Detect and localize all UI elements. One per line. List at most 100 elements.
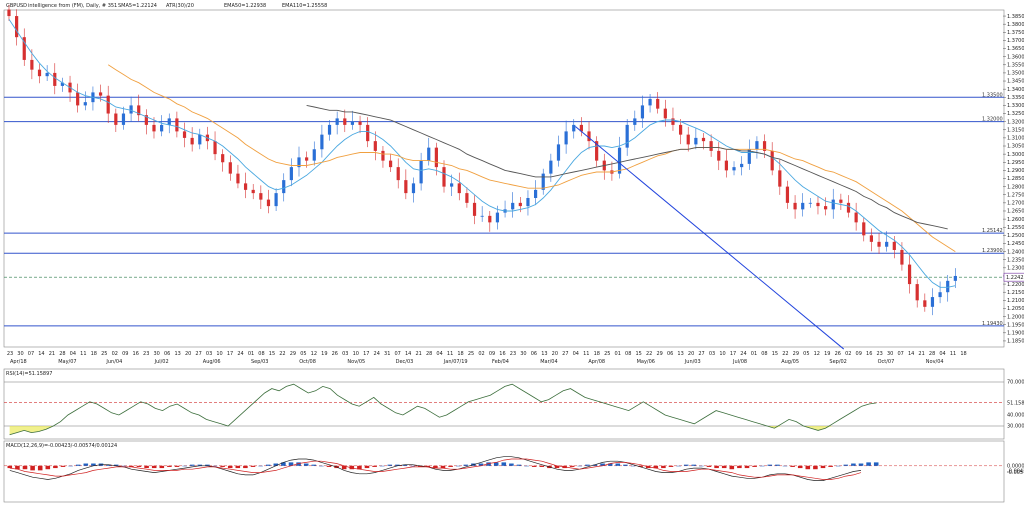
x-day-label: 03 xyxy=(342,351,348,357)
candle-body xyxy=(595,141,599,161)
candle-body xyxy=(518,202,522,207)
price-y-tick-label: 1.31500 xyxy=(1007,127,1024,133)
x-day-label: 01 xyxy=(248,351,254,357)
candle-body xyxy=(381,150,385,161)
x-day-label: 10 xyxy=(216,351,222,357)
price-y-tick-label: 1.35500 xyxy=(1007,62,1024,68)
macd-histogram-bar xyxy=(281,462,286,466)
price-y-tick-label: 1.19000 xyxy=(1007,331,1024,337)
candle-body xyxy=(160,124,164,132)
x-day-label: 13 xyxy=(541,351,547,357)
x-month-label: Jun/04 xyxy=(105,359,122,365)
candle-body xyxy=(770,150,774,171)
candle-body xyxy=(587,131,591,142)
x-day-label: 08 xyxy=(258,351,264,357)
x-month-label: May/07 xyxy=(58,359,76,365)
macd-histogram-bar xyxy=(767,464,773,466)
macd-histogram-bar xyxy=(607,463,613,466)
candle-body xyxy=(465,193,469,203)
candle-body xyxy=(732,167,736,171)
x-day-label: 09 xyxy=(122,351,128,357)
current-price-box xyxy=(1003,272,1024,282)
candle-body xyxy=(946,280,950,293)
candle-body xyxy=(740,163,744,168)
x-month-label: Aug/05 xyxy=(781,359,799,365)
current-price-label: 1.22425 xyxy=(1006,275,1024,281)
macd-histogram-bar xyxy=(113,464,119,466)
x-day-label: 08 xyxy=(625,351,631,357)
macd-histogram-bar xyxy=(220,465,225,467)
macd-histogram-bar xyxy=(243,465,248,469)
x-day-label: 18 xyxy=(960,351,966,357)
macd-histogram-bar xyxy=(7,465,13,469)
x-day-label: 16 xyxy=(499,351,505,357)
x-day-label: 16 xyxy=(133,351,139,357)
x-day-label: 03 xyxy=(206,351,212,357)
macd-histogram-bar xyxy=(820,465,826,469)
macd-histogram-bar xyxy=(653,465,659,469)
candle-body xyxy=(236,173,240,184)
macd-histogram-bar xyxy=(258,465,263,467)
macd-histogram-bar xyxy=(737,465,742,469)
x-day-label: 25 xyxy=(604,351,610,357)
x-day-label: 06 xyxy=(164,351,170,357)
x-day-label: 12 xyxy=(814,351,820,357)
price-y-tick-label: 1.36000 xyxy=(1007,54,1024,60)
macd-histogram-bar xyxy=(45,465,51,470)
macd-y-tick-label: -0.00423 xyxy=(1007,468,1024,474)
candle-body xyxy=(106,95,110,114)
price-y-tick-label: 1.37000 xyxy=(1007,38,1024,44)
candle-body xyxy=(472,202,477,216)
candle-body xyxy=(907,264,912,285)
macd-histogram-bar xyxy=(83,463,89,466)
rsi-title: RSI(14)=51.15897 xyxy=(6,371,52,377)
candle-body xyxy=(144,115,148,125)
macd-histogram-bar xyxy=(699,465,704,467)
price-y-tick-label: 1.32000 xyxy=(1007,119,1024,125)
candle-body xyxy=(648,98,652,106)
macd-histogram-bar xyxy=(311,464,317,466)
x-day-label: 11 xyxy=(80,351,86,357)
macd-histogram-bar xyxy=(151,465,157,469)
macd-histogram-bar xyxy=(182,465,187,467)
macd-histogram-bar xyxy=(212,465,218,467)
macd-histogram-bar xyxy=(53,465,58,469)
macd-histogram-bar xyxy=(676,465,681,467)
x-day-label: 13 xyxy=(677,351,683,357)
candle-body xyxy=(373,141,377,151)
candle-body xyxy=(885,241,889,247)
price-y-tick-label: 1.19500 xyxy=(1007,322,1024,328)
x-day-label: 24 xyxy=(237,351,243,357)
x-day-label: 19 xyxy=(321,351,327,357)
macd-histogram-bar xyxy=(174,465,180,467)
macd-histogram-bar xyxy=(691,464,697,466)
x-day-label: 04 xyxy=(939,351,945,357)
level-label: 1.33500 xyxy=(982,92,1003,98)
price-y-tick-label: 1.31000 xyxy=(1007,136,1024,142)
price-y-tick-label: 1.37500 xyxy=(1007,30,1024,36)
macd-histogram-bar xyxy=(805,465,811,470)
candle-body xyxy=(15,16,19,38)
macd-histogram-bar xyxy=(729,465,735,470)
candle-body xyxy=(450,183,454,187)
macd-histogram-bar xyxy=(516,464,522,466)
candle-body xyxy=(175,118,179,132)
candle-body xyxy=(625,124,629,148)
candle-body xyxy=(671,118,675,125)
candle-body xyxy=(846,202,851,213)
x-day-label: 23 xyxy=(143,351,149,357)
x-day-label: 21 xyxy=(918,351,924,357)
candle-body xyxy=(511,202,515,210)
x-day-label: 21 xyxy=(49,351,55,357)
macd-histogram-bar xyxy=(75,464,81,466)
candle-body xyxy=(877,241,881,247)
price-y-tick-label: 1.24500 xyxy=(1007,241,1024,247)
candle-body xyxy=(930,297,935,307)
price-y-tick-label: 1.30000 xyxy=(1007,152,1024,158)
candle-body xyxy=(289,167,293,181)
macd-histogram-bar xyxy=(752,465,757,467)
candle-body xyxy=(320,134,324,150)
macd-histogram-bar xyxy=(410,465,415,467)
macd-histogram-bar xyxy=(455,465,461,467)
x-day-label: 25 xyxy=(101,351,107,357)
